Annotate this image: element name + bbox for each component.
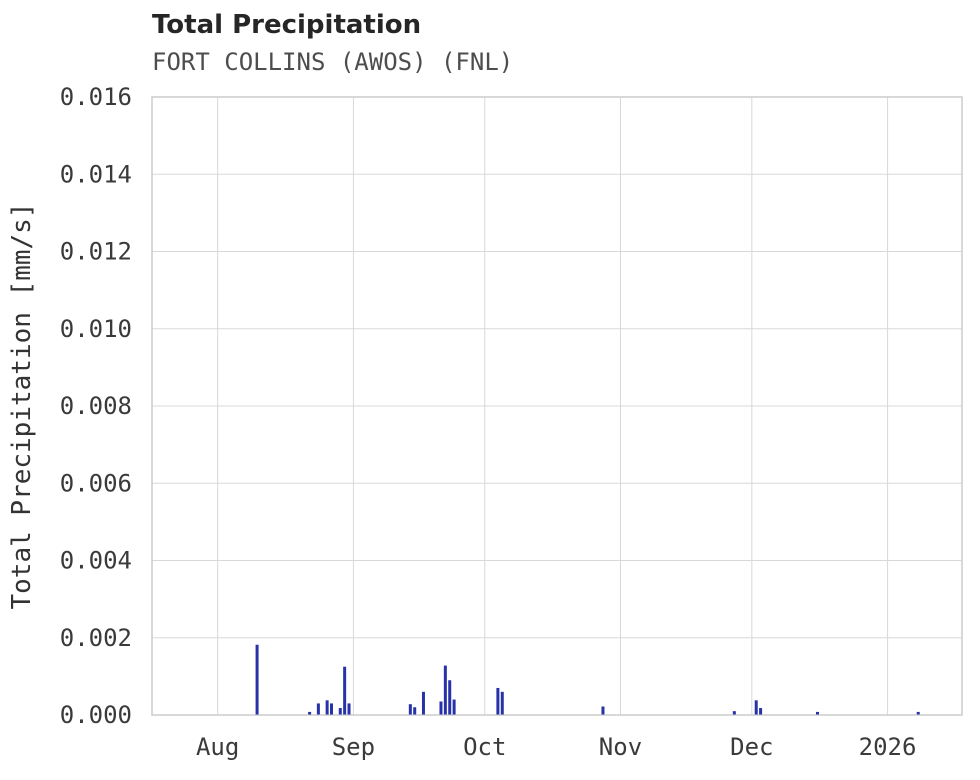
y-tick-label: 0.000 (60, 701, 132, 729)
y-axis-label: Total Precipitation [mm/s] (7, 203, 37, 610)
plot-border (151, 96, 963, 716)
x-tick-label: Sep (332, 733, 375, 761)
y-tick-label: 0.004 (60, 547, 132, 575)
x-tick-label: Nov (599, 733, 642, 761)
y-tick-label: 0.008 (60, 392, 132, 420)
chart-title: Total Precipitation (152, 10, 422, 40)
chart-subtitle: FORT COLLINS (AWOS) (FNL) (152, 48, 514, 76)
x-tick-label: Oct (463, 733, 506, 761)
y-tick-label: 0.014 (60, 160, 132, 188)
x-tick-label: 2026 (859, 733, 917, 761)
y-tick-label: 0.010 (60, 315, 132, 343)
y-tick-label: 0.006 (60, 469, 132, 497)
y-tick-label: 0.012 (60, 238, 132, 266)
x-tick-label: Aug (196, 733, 239, 761)
y-tick-label: 0.016 (60, 83, 132, 111)
y-tick-label: 0.002 (60, 624, 132, 652)
x-tick-label: Dec (730, 733, 773, 761)
